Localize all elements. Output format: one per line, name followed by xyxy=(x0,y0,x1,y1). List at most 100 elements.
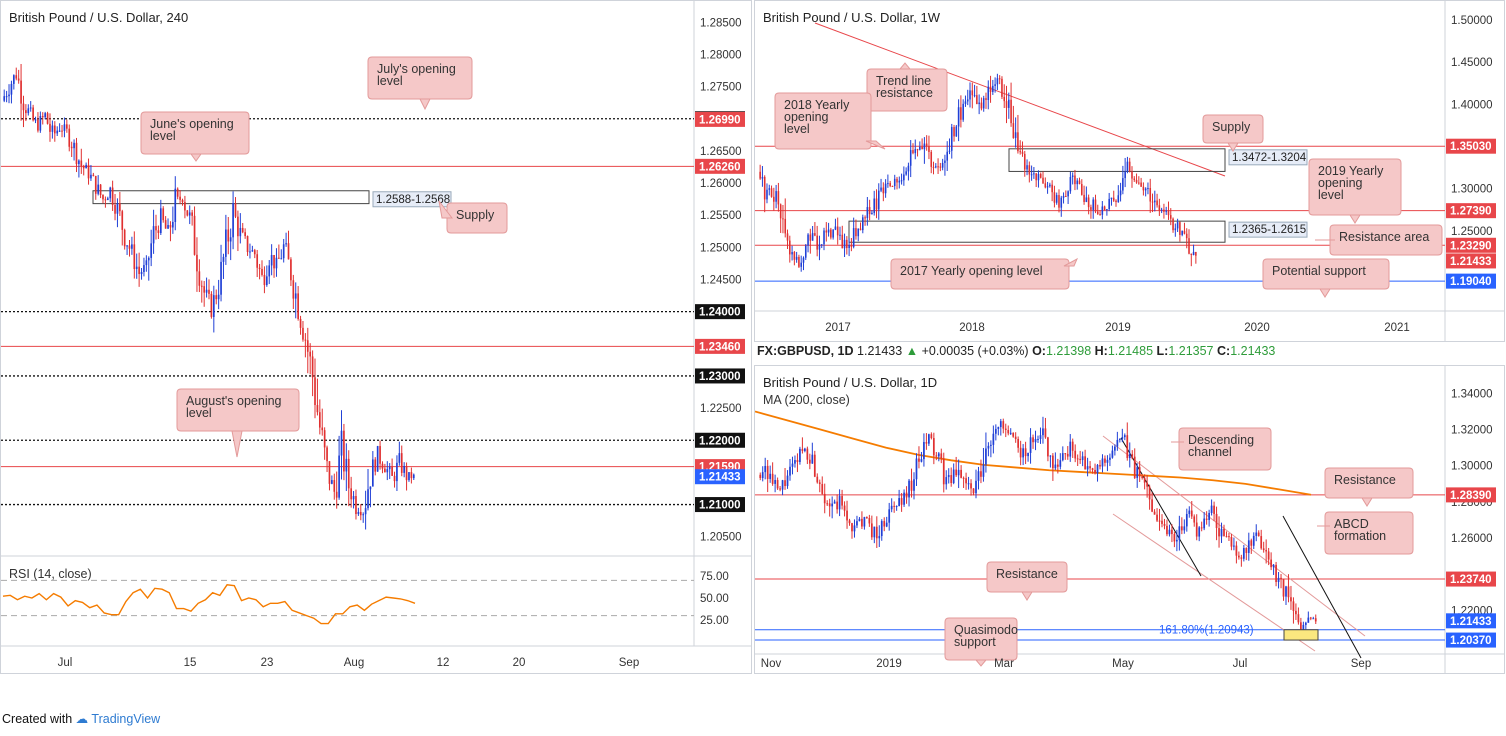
d1-candle xyxy=(1034,430,1037,451)
w1-candle xyxy=(795,251,798,263)
w1-candle xyxy=(937,158,939,174)
d1-candle xyxy=(1290,585,1292,610)
d1-candle-body xyxy=(942,458,945,485)
w1-candle xyxy=(880,178,882,193)
w1-candle-body xyxy=(1028,165,1031,175)
w1-candle-body xyxy=(1188,238,1190,254)
d1-candle-body xyxy=(861,518,863,527)
h4-candle-body xyxy=(200,285,203,287)
h4-callout-july-text-1: level xyxy=(377,74,403,88)
h4-candle-body xyxy=(333,480,336,492)
w1-candle-body xyxy=(992,85,994,92)
daily-chart[interactable]: 1.340001.320001.300001.280001.260001.220… xyxy=(755,366,1504,673)
w1-price-label-1-bg xyxy=(1446,203,1496,219)
w1-candle-body xyxy=(1115,200,1117,203)
d1-candle xyxy=(990,440,992,458)
d1-candle-body xyxy=(1146,482,1148,487)
w1-candle xyxy=(962,99,964,122)
weekly-chart[interactable]: 1.50000 1.45000 1.40000 1.30000 1.25000 1.347… xyxy=(755,1,1504,341)
d1-candle xyxy=(1104,455,1106,467)
d1-candle-body xyxy=(1121,437,1124,439)
d1-price-label-0: 1.28390 xyxy=(1450,490,1492,502)
w1-callout-resistance-box xyxy=(1329,224,1443,256)
h4-candle xyxy=(46,111,49,125)
h4-candle xyxy=(208,279,210,300)
d1-candle-body xyxy=(1054,464,1057,469)
h4-candle-body xyxy=(371,459,374,487)
h4-candle xyxy=(106,196,109,201)
w1-candle xyxy=(1169,208,1172,226)
h4-candle-body xyxy=(398,453,401,463)
w1-resistance-zone xyxy=(848,220,1226,243)
h4-candle-body xyxy=(335,491,338,498)
h4-candle-body xyxy=(94,176,97,194)
d1-candle-body xyxy=(1292,601,1295,611)
w1-candle xyxy=(759,164,761,180)
w1-candle-body xyxy=(775,191,777,202)
d1-candle xyxy=(930,432,933,440)
d1-candle-body xyxy=(791,463,794,467)
d1-candle xyxy=(804,447,806,453)
d1-candle-body xyxy=(873,526,876,538)
d1-candle xyxy=(786,470,789,489)
h4-candle xyxy=(155,214,157,240)
w1-candle xyxy=(850,237,853,252)
d1-candle xyxy=(900,493,903,512)
h4-candle xyxy=(49,113,51,142)
w1-candle xyxy=(953,124,955,142)
d1-callout-channel-text-0: Descending xyxy=(1188,433,1254,447)
h4-candle-body xyxy=(131,244,133,249)
w1-candle xyxy=(971,82,974,109)
w1-candle xyxy=(1126,156,1129,174)
d1-candle xyxy=(1280,574,1282,589)
h4-candle-body xyxy=(302,327,304,340)
h4-ytick-1: 1.28000 xyxy=(700,49,742,61)
h4-candle xyxy=(222,253,225,279)
w1-callout-resistance-text-0: Resistance area xyxy=(1339,230,1429,244)
h4-candle xyxy=(172,206,174,234)
h4-candle xyxy=(359,504,362,521)
d1-candle xyxy=(1213,501,1215,522)
h4-ytick-10: 1.20500 xyxy=(700,532,742,544)
d1-candle xyxy=(1151,492,1153,513)
d1-candle xyxy=(997,426,1000,436)
d1-candle-body xyxy=(789,466,791,476)
d1-candle-body xyxy=(1131,454,1134,457)
d1-candle xyxy=(1079,450,1082,464)
h4-candle-body xyxy=(167,225,169,229)
h4-candle-body xyxy=(285,243,287,245)
d1-candle xyxy=(925,433,928,450)
d1-callout-qm-pointer xyxy=(974,659,988,667)
w1-candle-body xyxy=(962,103,964,120)
h4-candle-body xyxy=(32,107,34,121)
h4-candle-body xyxy=(70,146,73,149)
d1-candle xyxy=(1168,524,1171,537)
h4-callout-july-box xyxy=(367,56,473,100)
d1-candle-body xyxy=(799,448,801,462)
w1-xtick-0: 2017 xyxy=(825,322,851,334)
h4-candle-body xyxy=(282,244,285,259)
d1-candle-body xyxy=(928,434,930,444)
d1-candle-body xyxy=(868,518,871,524)
d1-candle-body xyxy=(813,454,816,477)
d1-candle-body xyxy=(1307,617,1310,623)
h4-candle-body xyxy=(405,465,408,481)
high-label: H: xyxy=(1094,344,1108,358)
d1-price-label-2: 1.21433 xyxy=(1450,616,1492,628)
symbol-info-ribbon: FX:GBPUSD, 1D 1.21433 ▲ +0.00035 (+0.03%… xyxy=(757,344,1503,362)
h4-chart[interactable]: 1.28500 1.28000 1.27500 1.26500 1.26000 1.255… xyxy=(1,1,751,673)
h4-candle-body xyxy=(386,469,389,473)
d1-candle-body xyxy=(1071,441,1074,451)
w1-candle-body xyxy=(839,234,841,236)
h4-candle xyxy=(306,327,309,374)
d1-candle xyxy=(1076,454,1079,466)
d1-candle-body xyxy=(1099,464,1101,467)
w1-trend-line xyxy=(814,22,1226,177)
d1-candle-body xyxy=(1203,518,1206,529)
tradingview-brand[interactable]: TradingView xyxy=(91,712,161,726)
w1-callout-2019-text-0: 2019 Yearly xyxy=(1318,164,1384,178)
h4-price-label-1: 1.26990 xyxy=(699,114,741,126)
d1-candle-body xyxy=(903,492,905,505)
h4-candle-body xyxy=(22,103,25,111)
w1-candle xyxy=(855,219,857,240)
